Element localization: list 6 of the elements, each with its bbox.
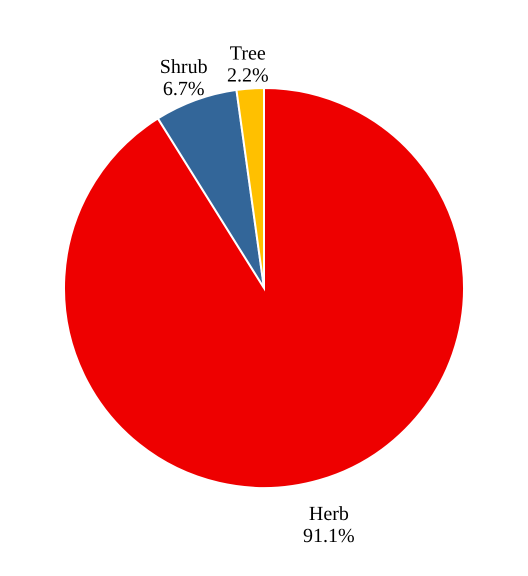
- slice-label: Herb: [308, 502, 349, 525]
- slice-label: Tree: [230, 42, 266, 65]
- data-label: 2.2%: [226, 64, 269, 87]
- data-label: 91.1%: [303, 524, 355, 547]
- slice-label: Shrub: [160, 56, 208, 78]
- data-label: 6.7%: [162, 78, 205, 100]
